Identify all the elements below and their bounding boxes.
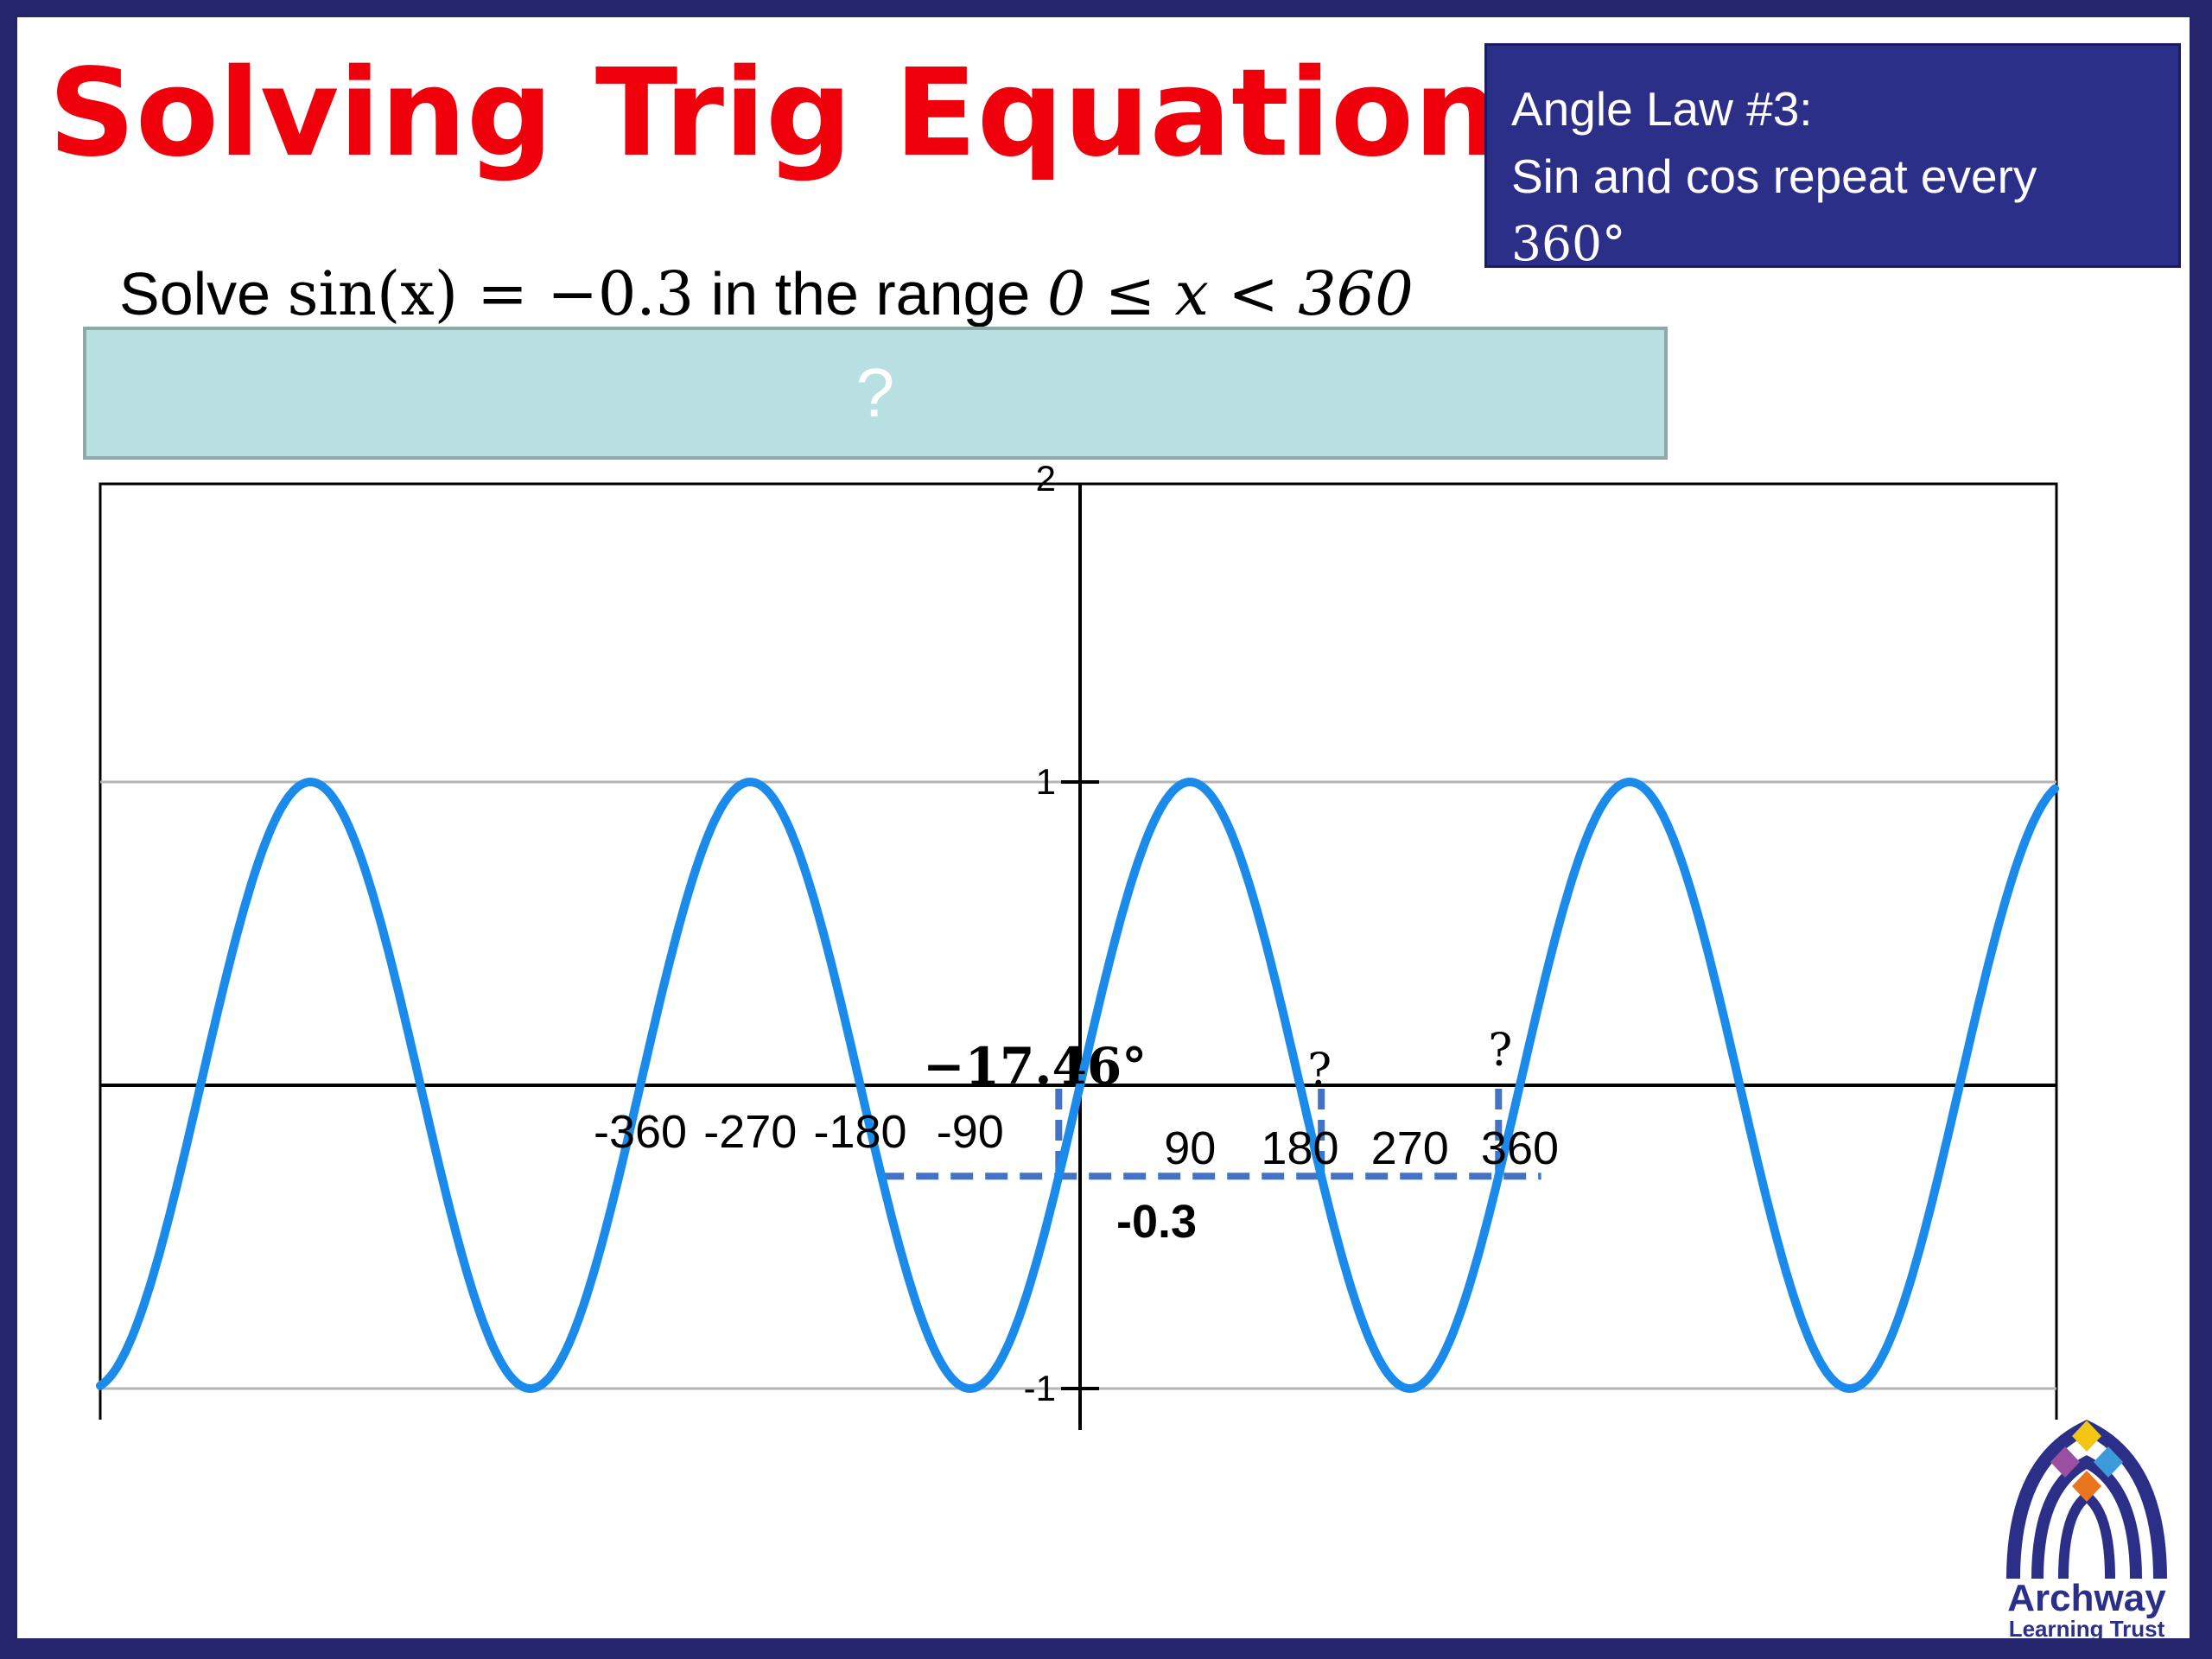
- angle-law-text: Sin and cos repeat every: [1511, 149, 2037, 203]
- question-middle: in the range: [694, 260, 1047, 327]
- question-range: 0 ≤ x < 360: [1046, 258, 1414, 329]
- angle-law-box: Angle Law #3: Sin and cos repeat every 3…: [1484, 43, 2181, 271]
- answer-placeholder: ?: [855, 354, 895, 431]
- line-value-label: -0.3: [1116, 1196, 1197, 1248]
- sine-graph: -1 1 2 -360 -270 -180 -90 90 180 270 360 -0.3 −17.46…: [96, 458, 2060, 1430]
- solution-label: −17.46°: [923, 1037, 1147, 1096]
- solution-label: ?: [1488, 1025, 1512, 1077]
- angle-law-heading: Angle Law #3:: [1511, 82, 1813, 136]
- question-text: Solve sin(x) = −0.3 in the range 0 ≤ x <…: [119, 264, 1414, 324]
- angle-law-value: 360°: [1511, 216, 1626, 271]
- x-tick-label: 360: [1481, 1122, 1559, 1174]
- x-tick-label: 90: [1164, 1122, 1216, 1174]
- x-tick-label: 270: [1371, 1122, 1449, 1174]
- sine-curve: [96, 777, 2060, 1394]
- question-prefix: Solve: [119, 260, 288, 327]
- y-tick-label: 2: [1036, 458, 1056, 499]
- question-equation: sin(x) = −0.3: [287, 258, 695, 329]
- x-tick-label: -360: [594, 1106, 687, 1158]
- solution-label: ?: [1307, 1045, 1332, 1096]
- slide-title: Solving Trig Equations: [48, 43, 1573, 184]
- logo-name: Archway: [2007, 1577, 2166, 1619]
- x-tick-label: 180: [1261, 1122, 1338, 1174]
- x-tick-label: -90: [937, 1106, 1004, 1158]
- archway-logo: Archway Learning Trust: [2006, 1420, 2167, 1638]
- x-tick-label: -270: [703, 1106, 797, 1158]
- logo-subtitle: Learning Trust: [2009, 1616, 2165, 1638]
- answer-reveal-box[interactable]: ?: [83, 327, 1668, 460]
- y-tick-label: 1: [1036, 761, 1056, 802]
- y-tick-label: -1: [1024, 1368, 1056, 1408]
- slide: Solving Trig Equations Angle Law #3: Sin…: [17, 17, 2190, 1638]
- x-tick-label: -180: [813, 1106, 906, 1158]
